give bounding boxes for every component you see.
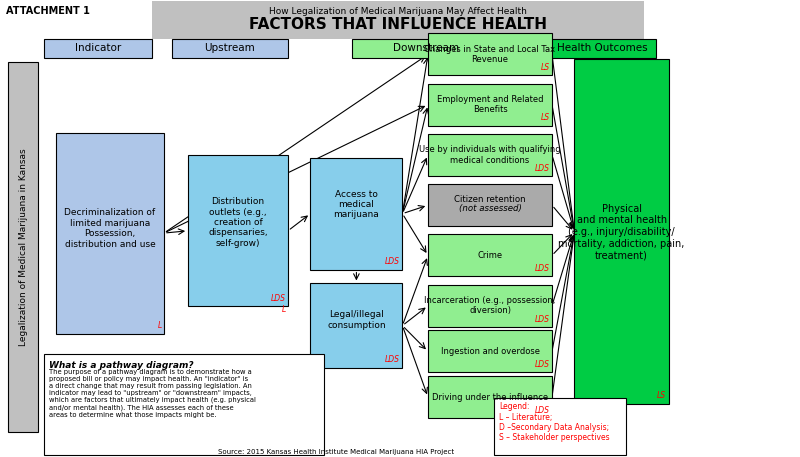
Text: LDS: LDS — [270, 293, 286, 303]
Text: How Legalization of Medical Marijuana May Affect Health: How Legalization of Medical Marijuana Ma… — [269, 7, 526, 16]
Text: Use by individuals with qualifying
medical conditions: Use by individuals with qualifying medic… — [419, 145, 561, 165]
Text: LDS: LDS — [534, 406, 550, 415]
FancyBboxPatch shape — [188, 155, 288, 306]
FancyBboxPatch shape — [428, 33, 552, 75]
FancyBboxPatch shape — [574, 59, 669, 404]
Text: LS: LS — [658, 391, 666, 400]
Text: LS: LS — [541, 113, 550, 122]
Text: Ingestion and overdose: Ingestion and overdose — [441, 347, 539, 356]
Text: Legal/illegal
consumption: Legal/illegal consumption — [327, 310, 386, 330]
Text: The purpose of a pathway diagram is to demonstrate how a
proposed bill or policy: The purpose of a pathway diagram is to d… — [49, 369, 256, 418]
Text: Source: 2015 Kansas Health Institute Medical Marijuana HIA Project: Source: 2015 Kansas Health Institute Med… — [218, 449, 454, 455]
Text: Decriminalization of
limited marijuana
Possession,
distribution and use: Decriminalization of limited marijuana P… — [65, 208, 155, 249]
Text: Access to
medical
marijuana: Access to medical marijuana — [334, 190, 379, 219]
FancyBboxPatch shape — [310, 158, 402, 270]
FancyBboxPatch shape — [428, 330, 552, 372]
FancyBboxPatch shape — [428, 376, 552, 418]
Text: Changes in State and Local Tax
Revenue: Changes in State and Local Tax Revenue — [425, 45, 555, 64]
FancyBboxPatch shape — [428, 234, 552, 276]
Text: Citizen retention: Citizen retention — [454, 195, 526, 204]
Text: Employment and Related
Benefits: Employment and Related Benefits — [437, 95, 543, 114]
Text: LS: LS — [541, 63, 550, 72]
FancyBboxPatch shape — [352, 39, 500, 58]
Text: (not assessed): (not assessed) — [458, 204, 522, 213]
Text: Indicator: Indicator — [75, 43, 121, 53]
Text: Legend:
L – Literature;
D –Secondary Data Analysis;
S – Stakeholder perspectives: Legend: L – Literature; D –Secondary Dat… — [499, 402, 610, 442]
FancyBboxPatch shape — [548, 39, 656, 58]
Text: LDS: LDS — [534, 264, 550, 273]
Text: LDS: LDS — [534, 360, 550, 369]
Text: Downstream: Downstream — [393, 43, 459, 53]
Text: Driving under the influence: Driving under the influence — [432, 393, 548, 402]
Text: LDS: LDS — [534, 314, 550, 324]
Text: Crime: Crime — [478, 251, 502, 260]
Text: L: L — [158, 321, 162, 330]
Text: Incarceration (e.g., possession,
diversion): Incarceration (e.g., possession, diversi… — [424, 296, 556, 315]
Text: Upstream: Upstream — [205, 43, 255, 53]
Text: LDS: LDS — [534, 164, 550, 173]
FancyBboxPatch shape — [494, 398, 626, 455]
FancyBboxPatch shape — [428, 134, 552, 176]
Text: Physical
and mental health
(e.g., injury/disability/
mortality, addiction, pain,: Physical and mental health (e.g., injury… — [558, 204, 685, 260]
FancyBboxPatch shape — [44, 354, 324, 455]
Text: Legalization of Medical Marijuana in Kansas: Legalization of Medical Marijuana in Kan… — [18, 148, 28, 345]
Text: ATTACHMENT 1: ATTACHMENT 1 — [6, 5, 90, 16]
FancyBboxPatch shape — [8, 62, 38, 432]
Text: LDS: LDS — [385, 257, 400, 266]
FancyBboxPatch shape — [56, 133, 164, 334]
FancyBboxPatch shape — [428, 285, 552, 327]
Text: Health Outcomes: Health Outcomes — [557, 43, 647, 53]
FancyBboxPatch shape — [428, 184, 552, 226]
FancyBboxPatch shape — [172, 39, 288, 58]
FancyBboxPatch shape — [428, 84, 552, 126]
Text: Distribution
outlets (e.g.,
creation of
dispensaries,
self-grow): Distribution outlets (e.g., creation of … — [208, 197, 268, 248]
Text: What is a pathway diagram?: What is a pathway diagram? — [49, 361, 194, 370]
FancyBboxPatch shape — [152, 1, 644, 39]
FancyBboxPatch shape — [44, 39, 152, 58]
Text: L: L — [282, 304, 286, 314]
FancyBboxPatch shape — [310, 283, 402, 368]
Text: FACTORS THAT INFLUENCE HEALTH: FACTORS THAT INFLUENCE HEALTH — [249, 17, 546, 32]
Text: LDS: LDS — [385, 355, 400, 364]
